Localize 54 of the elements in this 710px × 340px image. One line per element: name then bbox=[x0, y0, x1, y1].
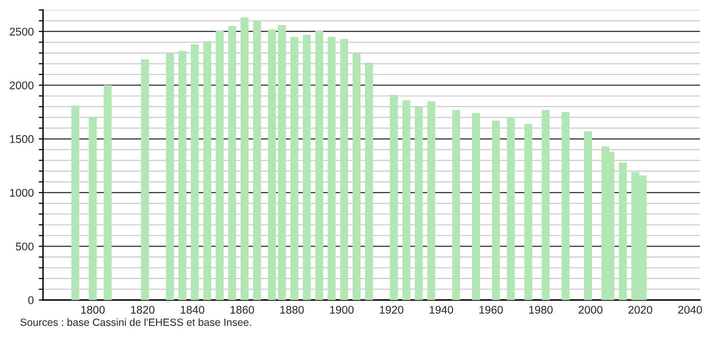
x-tick-label: 2020 bbox=[628, 306, 652, 314]
x-tick-label: 1940 bbox=[430, 306, 454, 314]
bar bbox=[427, 101, 436, 300]
x-tick-label: 1960 bbox=[479, 306, 503, 314]
y-tick-label: 1500 bbox=[10, 135, 34, 144]
x-tick-label: 2040 bbox=[678, 306, 702, 314]
x-tick-label: 1860 bbox=[230, 306, 254, 314]
bar bbox=[542, 110, 550, 300]
x-tick-label: 1920 bbox=[380, 306, 404, 314]
x-tick-label: 1840 bbox=[180, 306, 204, 314]
bar bbox=[278, 25, 286, 300]
y-tick-label: 2000 bbox=[10, 81, 34, 90]
x-tick-label: 1880 bbox=[280, 306, 304, 314]
source-note: Sources : base Cassini de l'EHESS et base Insee. bbox=[20, 318, 251, 326]
bar bbox=[492, 120, 500, 300]
bar bbox=[88, 117, 97, 300]
x-tick-label: 1980 bbox=[529, 306, 553, 314]
y-tick-label: 500 bbox=[16, 242, 34, 250]
bar bbox=[618, 162, 627, 300]
bar bbox=[328, 36, 336, 300]
bar bbox=[104, 85, 112, 300]
bar bbox=[203, 41, 212, 300]
bar bbox=[352, 52, 361, 300]
bar bbox=[390, 94, 398, 300]
bar bbox=[166, 52, 174, 300]
y-tick-label: 1000 bbox=[10, 188, 34, 197]
bar bbox=[141, 59, 150, 300]
bar bbox=[472, 113, 480, 300]
bar bbox=[71, 106, 80, 300]
bar bbox=[315, 30, 324, 300]
bar bbox=[240, 18, 249, 300]
bar bbox=[253, 20, 262, 300]
bar bbox=[340, 39, 348, 300]
bar bbox=[524, 124, 532, 300]
bar bbox=[452, 110, 460, 300]
x-tick-label: 1820 bbox=[131, 306, 154, 314]
bar bbox=[216, 30, 224, 300]
x-tick-label: 2000 bbox=[578, 306, 602, 314]
bar bbox=[365, 62, 373, 300]
bar bbox=[268, 29, 276, 300]
y-tick-label: 2500 bbox=[10, 28, 34, 36]
y-tick-label: 0 bbox=[28, 296, 34, 304]
bar bbox=[190, 44, 199, 300]
bar bbox=[178, 50, 186, 300]
bar bbox=[402, 100, 410, 300]
bar bbox=[290, 36, 298, 300]
x-tick-label: 1800 bbox=[81, 306, 105, 314]
bar bbox=[506, 117, 515, 300]
bar bbox=[414, 106, 423, 300]
bar bbox=[584, 131, 592, 300]
bar bbox=[228, 26, 236, 300]
x-tick-label: 1900 bbox=[330, 306, 354, 314]
bar bbox=[302, 34, 311, 300]
bar bbox=[562, 112, 570, 300]
